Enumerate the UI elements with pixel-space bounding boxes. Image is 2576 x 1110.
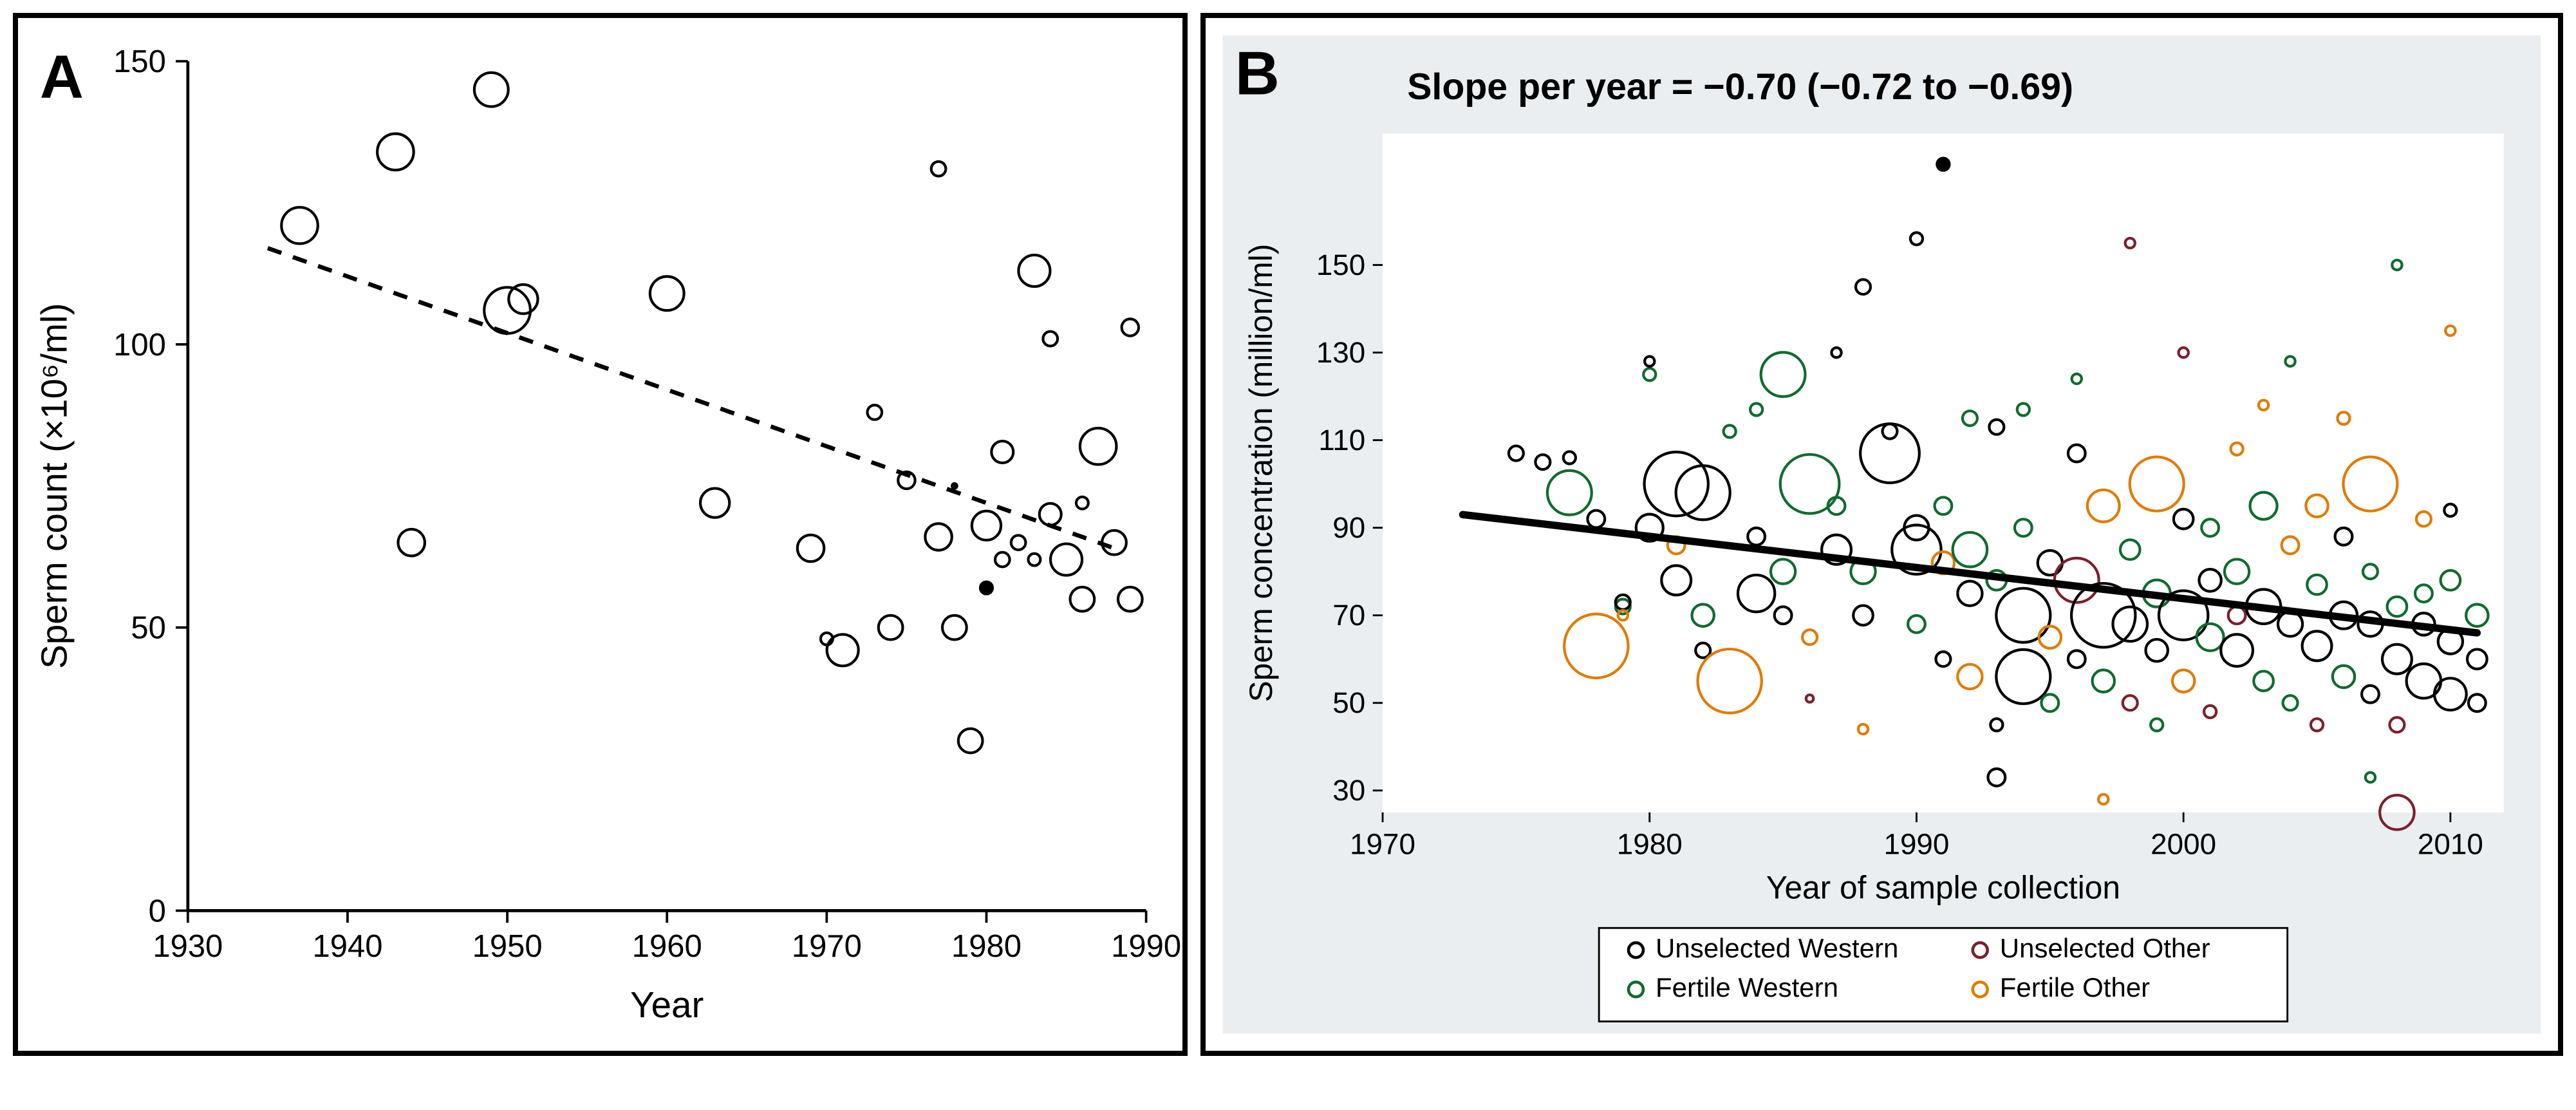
panel-label: A	[40, 43, 84, 111]
panel-label: B	[1235, 39, 1280, 108]
ytick-label: 50	[1332, 686, 1365, 719]
x-axis-label: Year	[630, 984, 704, 1025]
ytick-label: 90	[1332, 511, 1365, 544]
xtick-label: 1970	[1350, 828, 1415, 861]
legend-label: Fertile Other	[2000, 972, 2150, 1002]
data-point	[980, 582, 993, 594]
data-point	[1937, 158, 1950, 171]
ytick-label: 0	[149, 894, 166, 928]
ytick-label: 110	[1318, 424, 1365, 456]
xtick-label: 1970	[792, 929, 862, 964]
ytick-label: 50	[131, 611, 166, 646]
figure-container: 0 50 100 150 1930 1940 1950 1960 1970 1980 1990 Yea…	[13, 13, 2563, 1056]
ytick-label: 30	[1332, 774, 1365, 807]
xtick-label: 1950	[472, 929, 543, 964]
panel-b-svg: 30 50 70 90 110 130 150 1970 1980 1990 2000 2010 Yea…	[1206, 18, 2558, 1051]
xtick-label: 1940	[312, 929, 382, 964]
plot-area	[1383, 134, 2504, 813]
ytick-label: 130	[1316, 336, 1365, 369]
xtick-label: 1990	[1111, 929, 1181, 964]
panel-a: 0 50 100 150 1930 1940 1950 1960 1970 1980 1990 Yea…	[13, 13, 1188, 1056]
ytick-label: 70	[1332, 599, 1365, 632]
slope-annotation: Slope per year = −0.70 (−0.72 to −0.69)	[1407, 66, 2073, 108]
ytick-label: 150	[1316, 249, 1365, 281]
xtick-label: 2000	[2151, 828, 2216, 861]
legend-label: Unselected Western	[1656, 933, 1898, 963]
ytick-label: 150	[113, 44, 166, 79]
panel-a-svg: 0 50 100 150 1930 1940 1950 1960 1970 1980 1990 Yea…	[18, 18, 1182, 1051]
x-axis-label: Year of sample collection	[1766, 869, 2120, 905]
xtick-label: 1990	[1884, 828, 1950, 861]
legend-label: Fertile Western	[1656, 972, 1838, 1002]
y-axis-label: Sperm count (×10⁶/ml)	[33, 303, 74, 669]
xtick-label: 1930	[153, 929, 223, 964]
panel-b: 30 50 70 90 110 130 150 1970 1980 1990 2000 2010 Yea…	[1200, 13, 2563, 1056]
y-axis-label: Sperm concentration (million/ml)	[1243, 244, 1279, 702]
legend-label: Unselected Other	[2000, 933, 2210, 963]
xtick-label: 1980	[1617, 828, 1683, 861]
ytick-label: 100	[113, 328, 166, 362]
xtick-label: 1960	[632, 929, 702, 964]
data-point	[952, 484, 957, 489]
xtick-label: 2010	[2418, 828, 2483, 861]
xtick-label: 1980	[951, 929, 1022, 964]
